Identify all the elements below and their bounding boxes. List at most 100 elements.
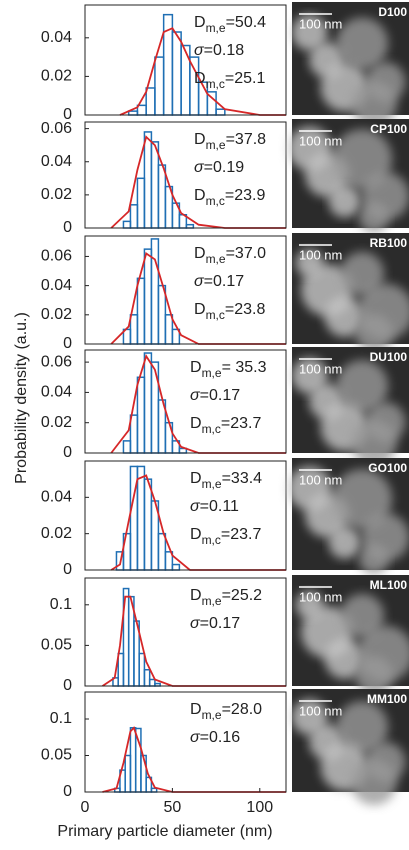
annotation-value: =0.16 xyxy=(200,729,241,746)
annotation-subscript: m,e xyxy=(202,366,222,380)
annotation-value: =0.17 xyxy=(204,273,245,290)
histogram-bar xyxy=(164,314,174,345)
annotation-subscript: m,c xyxy=(202,533,221,547)
scale-label: 100 nm xyxy=(299,247,342,262)
annotation-symbol: D xyxy=(190,415,202,432)
histogram-bar xyxy=(171,31,182,116)
annotation-symbol: D xyxy=(194,14,206,31)
annotation-value: =23.7 xyxy=(221,526,262,543)
histogram-bar xyxy=(171,563,181,571)
annotation-symbol: D xyxy=(194,70,206,87)
tem-image xyxy=(291,347,409,466)
histogram-bar xyxy=(143,478,153,571)
histogram-bar xyxy=(129,314,139,345)
annotation-symbol: D xyxy=(194,131,206,148)
scale-label: 100 nm xyxy=(299,472,342,487)
x-tick-label: 50 xyxy=(163,799,181,816)
annotation-value: =23.8 xyxy=(225,301,266,318)
image-label: ML100 xyxy=(370,578,408,592)
histogram-bar xyxy=(157,164,167,229)
particle-blob xyxy=(328,526,361,559)
annotation-subscript: m,e xyxy=(206,138,226,152)
y-tick-label: 0.06 xyxy=(41,248,72,265)
histogram-bar xyxy=(143,352,153,454)
annotation: σ=0.18 xyxy=(194,42,244,59)
annotation-value: =37.0 xyxy=(226,245,267,262)
axes-box xyxy=(84,121,287,229)
annotation: Dm,e=28.0 xyxy=(190,701,262,722)
tem-image xyxy=(292,233,409,353)
annotation-symbol: D xyxy=(194,301,206,318)
histogram-bar xyxy=(148,678,156,687)
annotation-subscript: m,c xyxy=(206,77,225,91)
histogram-bar xyxy=(136,376,146,454)
particle-blob xyxy=(324,297,365,337)
particle-blob xyxy=(336,17,389,70)
y-tick-label: 0.1 xyxy=(50,710,72,727)
image-label: D100 xyxy=(378,5,407,19)
particle-blob xyxy=(291,699,328,735)
particle-blob xyxy=(354,314,393,353)
annotation: Dm,c=23.9 xyxy=(194,187,265,208)
annotation-value: =0.17 xyxy=(200,387,241,404)
y-tick-label: 0.04 xyxy=(41,489,72,506)
scale-label: 100 nm xyxy=(299,16,342,31)
annotation-subscript: m,e xyxy=(206,252,226,266)
annotation-subscript: m,e xyxy=(202,594,222,608)
y-tick-label: 0 xyxy=(63,219,72,236)
annotation-symbol: σ xyxy=(190,498,201,515)
y-tick-label: 0.04 xyxy=(41,153,72,170)
particle-blob xyxy=(336,701,389,753)
y-tick-label: 0.02 xyxy=(41,68,72,85)
axes-box xyxy=(84,460,287,571)
annotation: Dm,e= 35.3 xyxy=(190,359,267,380)
y-tick-label: 0.02 xyxy=(41,306,72,323)
annotation-symbol: σ xyxy=(190,729,201,746)
x-tick-label: 100 xyxy=(246,799,273,816)
axes-box xyxy=(84,577,287,687)
x-tick-label: 0 xyxy=(81,799,90,816)
y-tick-label: 0 xyxy=(63,444,72,461)
annotation: Dm,c=23.7 xyxy=(190,526,261,547)
annotation-subscript: m,e xyxy=(206,21,226,35)
histogram-bar xyxy=(117,652,125,687)
annotation-symbol: σ xyxy=(190,387,201,404)
y-tick-label: 0.06 xyxy=(41,353,72,370)
fit-curve xyxy=(119,27,286,116)
y-tick-label: 0.02 xyxy=(41,414,72,431)
histogram-bar xyxy=(136,277,146,345)
particle-blob xyxy=(295,591,324,619)
annotation: σ=0.17 xyxy=(190,387,240,404)
histogram-bar xyxy=(122,440,132,454)
annotation-value: =50.4 xyxy=(226,14,267,31)
histogram-bar xyxy=(150,238,160,345)
histogram-bar xyxy=(150,787,158,793)
annotation: Dm,c=23.8 xyxy=(194,301,265,322)
annotation-subscript: m,c xyxy=(202,422,221,436)
particle-blob xyxy=(340,251,385,296)
fit-curve xyxy=(110,135,286,229)
histogram-bar xyxy=(129,414,139,454)
y-tick-label: 0 xyxy=(63,677,72,694)
image-label: CP100 xyxy=(370,122,407,136)
axes-box xyxy=(84,691,287,793)
annotation: Dm,e=50.4 xyxy=(194,14,266,35)
x-axis-label: Primary particle diameter (nm) xyxy=(57,823,272,840)
particle-blob xyxy=(295,249,324,277)
histogram-bar xyxy=(143,248,153,345)
histogram-bar xyxy=(136,465,146,571)
scale-label: 100 nm xyxy=(299,361,342,376)
particle-blob xyxy=(354,656,393,695)
histogram-bar xyxy=(154,56,165,116)
annotation: Dm,e=37.0 xyxy=(194,245,266,266)
annotation: σ=0.19 xyxy=(194,159,244,176)
annotation-symbol: σ xyxy=(190,615,201,632)
y-tick-label: 0 xyxy=(63,106,72,123)
annotation-value: =0.11 xyxy=(200,498,239,515)
histogram-bar xyxy=(150,141,160,229)
particle-blob xyxy=(332,469,393,530)
annotation-value: =23.7 xyxy=(221,415,262,432)
annotation: σ=0.16 xyxy=(190,729,240,746)
annotation-subscript: m,e xyxy=(202,708,222,722)
annotation: Dm,c=25.1 xyxy=(194,70,265,91)
